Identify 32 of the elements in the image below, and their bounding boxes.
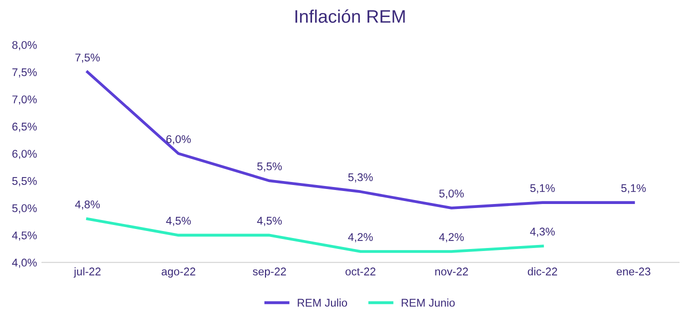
y-tick-label: 6,0% [12, 150, 37, 160]
data-label: 5,1% [530, 184, 555, 194]
x-tick-label: dic-22 [528, 267, 558, 276]
x-tick-label: oct-22 [346, 268, 376, 276]
y-tick-label: 7,0% [12, 95, 37, 105]
x-tick-label: nov-22 [435, 268, 468, 276]
x-tick-label: ago-22 [162, 268, 196, 278]
data-label: 4,8% [75, 200, 100, 210]
data-label: 5,1% [621, 184, 646, 194]
y-tick-label: 5,5% [12, 177, 37, 186]
data-label: 7,5% [75, 54, 100, 63]
data-label: 5,5% [257, 162, 282, 172]
chart-title: Inflación REM [295, 9, 405, 23]
data-label: 6,0% [166, 135, 191, 144]
x-tick-label: sep-22 [252, 268, 286, 278]
y-tick-label: 7,5% [12, 68, 37, 78]
data-label: 4,3% [530, 228, 555, 237]
data-label: 4,5% [257, 216, 282, 226]
y-tick-label: 8,0% [12, 41, 37, 50]
data-label: 5,0% [439, 190, 464, 199]
x-tick-label: ene-23 [616, 268, 650, 276]
data-label: 4,2% [439, 233, 464, 242]
y-tick-label: 4,5% [12, 232, 37, 241]
data-label: 5,3% [348, 173, 373, 182]
x-tick-label: jul-22 [74, 267, 101, 278]
y-tick-label: 5,0% [12, 204, 37, 214]
data-label: 4,2% [348, 233, 373, 242]
legend-label: REM Junio [402, 298, 455, 307]
y-tick-label: 4,0% [12, 258, 37, 268]
legend-label: REM Julio [298, 298, 348, 307]
data-label: 4,5% [166, 216, 191, 226]
y-tick-label: 6,5% [12, 122, 37, 132]
